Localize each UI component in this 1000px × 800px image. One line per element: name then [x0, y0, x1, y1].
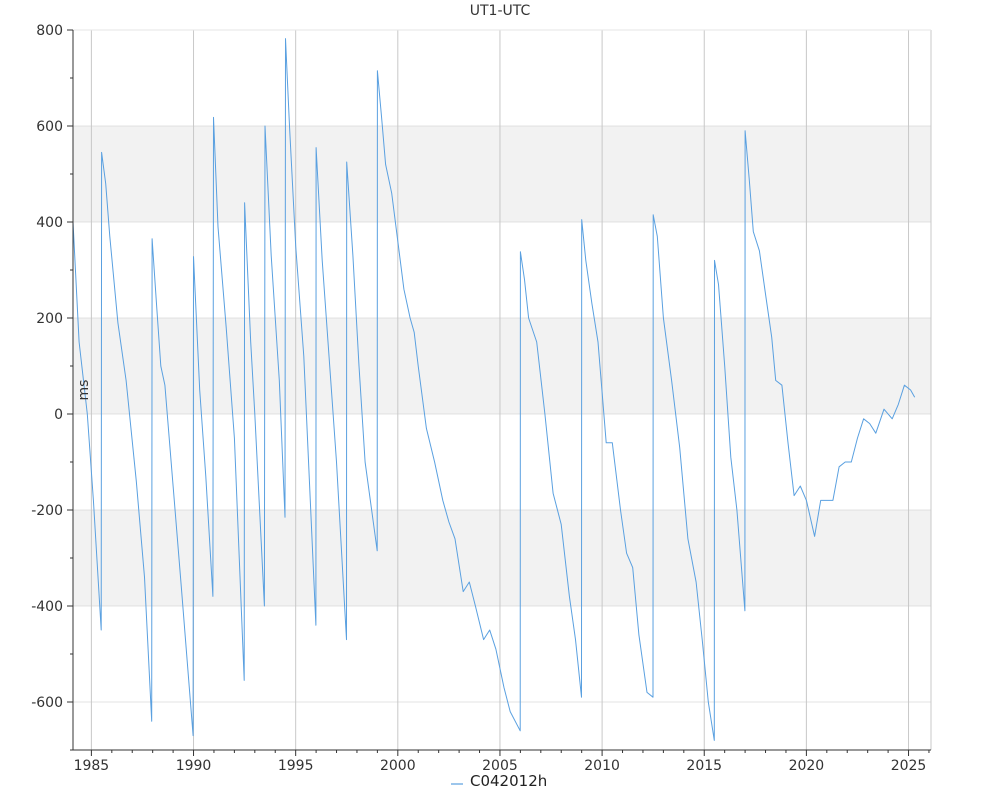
tick-labels: -600 -400 -200 0 200 400 600 800 1985 1990 1995 200… [31, 23, 926, 774]
background-bands [73, 126, 931, 606]
legend-label: C042012h [470, 772, 547, 790]
series-layer [72, 38, 916, 741]
x-tick-label: 2015 [686, 758, 722, 774]
x-tick-label: 1985 [74, 758, 110, 774]
y-tick-label: -400 [31, 599, 63, 615]
y-axis-label: ms [76, 380, 92, 401]
x-tick-label: 1990 [176, 758, 212, 774]
x-tick-label: 2025 [891, 758, 927, 774]
legend: C042012h [451, 772, 547, 790]
y-tick-label: 800 [36, 23, 63, 39]
y-tick-label: 200 [36, 311, 63, 327]
y-tick-label: 0 [54, 407, 63, 423]
x-tick-label: 1995 [278, 758, 314, 774]
y-tick-label: -200 [31, 503, 63, 519]
axes [67, 29, 931, 756]
chart-title: UT1-UTC [470, 3, 531, 19]
x-tick-label: 2020 [789, 758, 825, 774]
x-tick-label: 2000 [380, 758, 416, 774]
background-band-1 [73, 318, 931, 414]
y-tick-label: 400 [36, 215, 63, 231]
background-band-0 [73, 510, 931, 606]
x-tick-label: 2010 [584, 758, 620, 774]
y-tick-label: 600 [36, 119, 63, 135]
y-tick-label: -600 [31, 695, 63, 711]
series-line-0 [72, 38, 916, 741]
background-band-2 [73, 126, 931, 222]
x-tick-label: 2005 [482, 758, 518, 774]
